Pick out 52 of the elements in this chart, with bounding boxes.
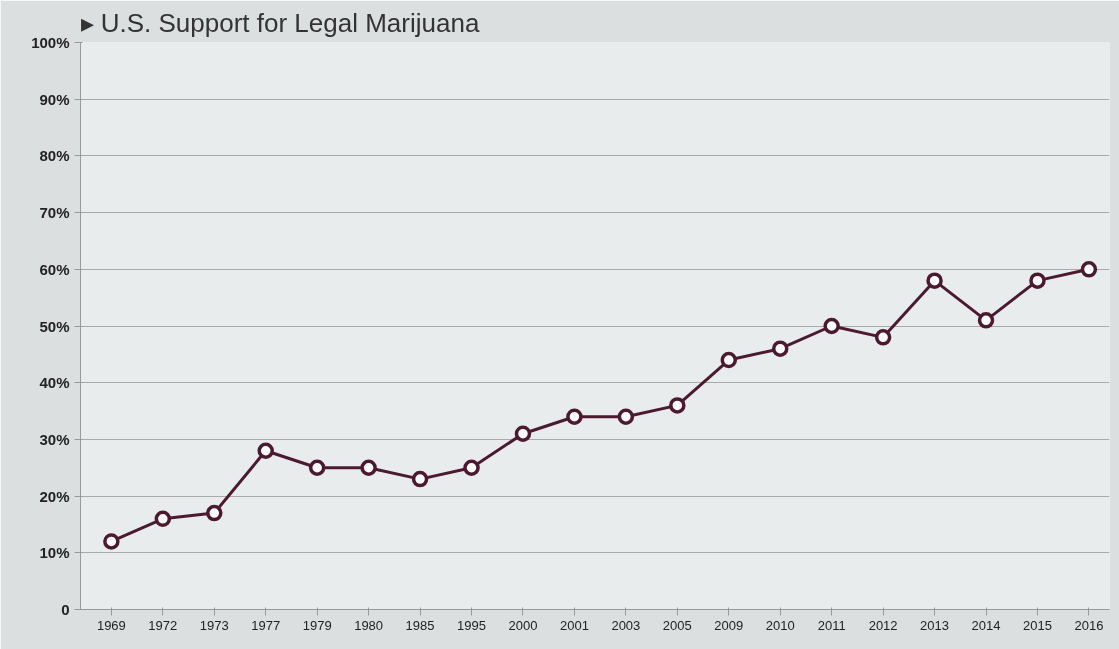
y-tick-label: 50% (39, 317, 70, 335)
point (360, 459, 377, 476)
point (154, 510, 172, 528)
point (1080, 261, 1098, 278)
x-tick-label: 2009 (714, 617, 744, 633)
point (566, 408, 583, 425)
x-tick-label: 2012 (868, 617, 898, 633)
x-tick-label: 2001 (559, 617, 589, 633)
point (514, 425, 532, 442)
y-tick-label: 90% (39, 90, 70, 108)
x-tick-label: 2011 (817, 617, 846, 633)
y-tick-label: 100% (31, 34, 70, 51)
point (823, 317, 840, 335)
x-tick-label: 2014 (971, 617, 1001, 633)
chart-title: ▸ U.S. Support for Legal Marijuana (80, 7, 480, 38)
x-tick-label: 2003 (611, 617, 641, 633)
point (669, 397, 686, 414)
x-tick-label: 2016 (1074, 617, 1104, 633)
point (463, 459, 480, 476)
point (103, 533, 120, 550)
x-tick-label: 1969 (96, 617, 126, 633)
point (411, 470, 429, 488)
x-tick-label: 2000 (508, 617, 538, 633)
x-tick-label: 2010 (765, 617, 795, 633)
y-tick-label: 20% (39, 487, 70, 505)
x-tick-label: 1973 (199, 617, 229, 633)
y-tick-label: 60% (39, 260, 70, 278)
y-tick-label: 40% (39, 374, 70, 392)
point (720, 351, 738, 369)
x-tick-label: 1995 (457, 617, 486, 633)
x-tick-label: 2013 (920, 617, 950, 633)
y-tick-label: 10% (39, 544, 70, 562)
point (1029, 272, 1046, 289)
x-tick-label: 1980 (354, 617, 384, 633)
x-tick-label: 1979 (302, 617, 332, 633)
x-tick-label: 1972 (148, 617, 178, 633)
y-tick-label: 0 (61, 601, 70, 618)
y-tick-label: 80% (39, 147, 70, 165)
x-tick-label: 2015 (1023, 617, 1052, 633)
point (206, 504, 223, 522)
x-tick-label: 2005 (662, 617, 692, 633)
x-tick-label: 1985 (405, 617, 435, 633)
point (617, 408, 635, 425)
point (977, 312, 995, 329)
point (926, 272, 943, 289)
point (771, 340, 789, 357)
point (308, 459, 326, 476)
y-tick-label: 30% (39, 430, 70, 448)
x-tick-label: 1977 (251, 617, 281, 633)
y-tick-label: 70% (39, 204, 70, 222)
point (874, 329, 892, 346)
point (257, 442, 274, 459)
